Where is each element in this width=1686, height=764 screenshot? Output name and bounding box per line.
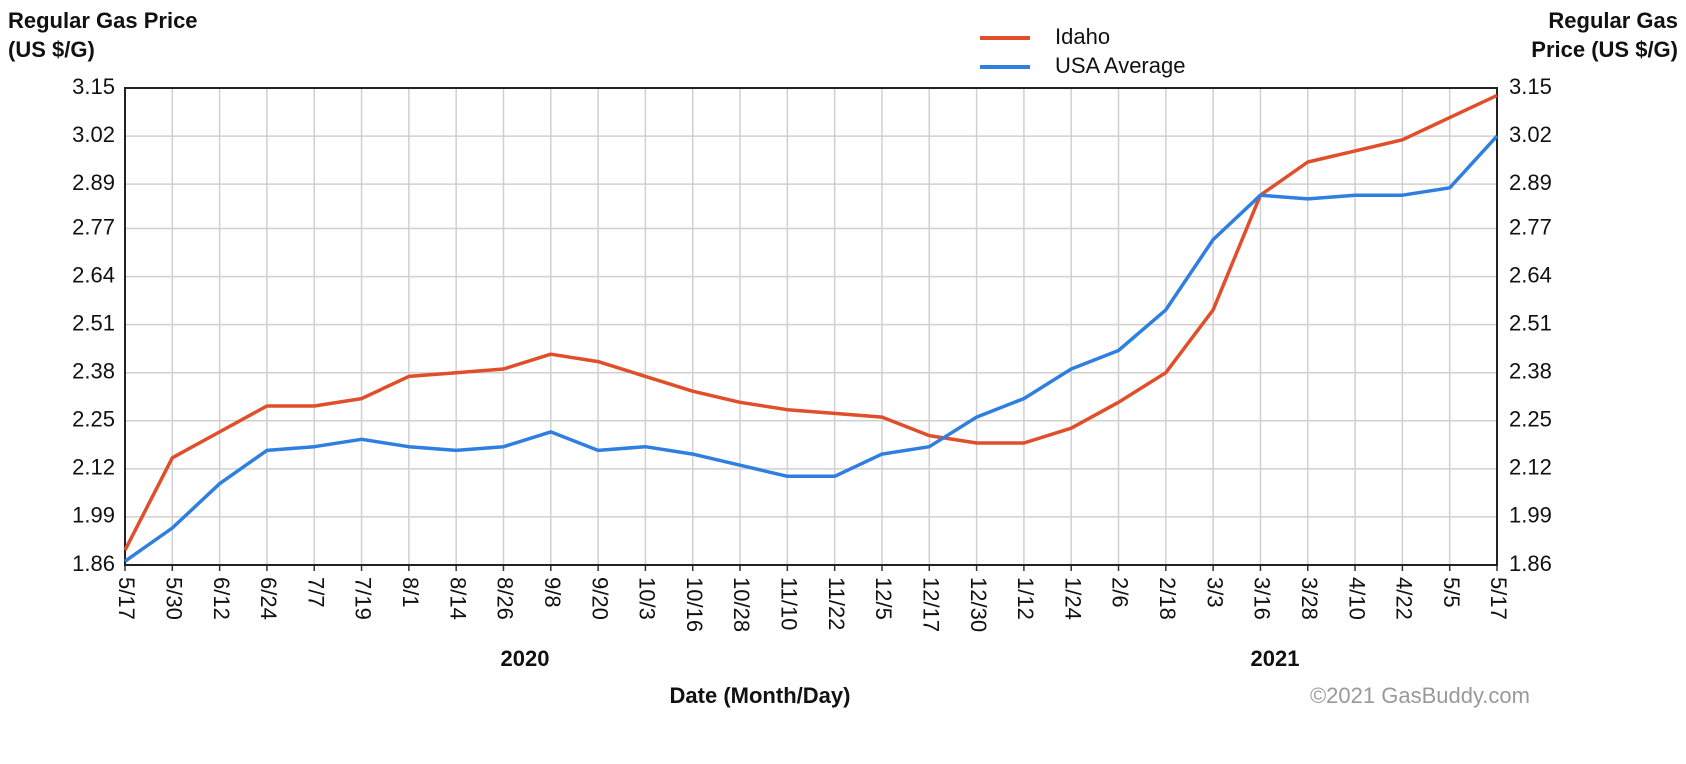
x-tick-label: 3/16 bbox=[1250, 577, 1275, 620]
y-tick-label: 1.99 bbox=[72, 503, 115, 528]
x-tick-label: 6/24 bbox=[256, 577, 281, 620]
y-tick-label: 2.25 bbox=[72, 407, 115, 432]
x-tick-label: 1/12 bbox=[1013, 577, 1038, 620]
y-tick-label: 3.02 bbox=[72, 122, 115, 147]
x-tick-label: 4/10 bbox=[1344, 577, 1369, 620]
y-tick-label: 1.86 bbox=[72, 551, 115, 576]
y2-tick-label: 2.64 bbox=[1509, 262, 1552, 287]
x-tick-label: 9/8 bbox=[540, 577, 565, 608]
x-tick-label: 8/1 bbox=[398, 577, 423, 608]
y-tick-label: 2.12 bbox=[72, 455, 115, 480]
x-tick-label: 3/3 bbox=[1202, 577, 1227, 608]
y2-tick-label: 2.25 bbox=[1509, 407, 1552, 432]
credit: ©2021 GasBuddy.com bbox=[1310, 683, 1530, 708]
x-tick-label: 10/3 bbox=[635, 577, 660, 620]
y2-tick-label: 3.15 bbox=[1509, 74, 1552, 99]
y-tick-label: 2.51 bbox=[72, 310, 115, 335]
x-tick-label: 12/5 bbox=[871, 577, 896, 620]
line-series bbox=[123, 134, 1499, 563]
x-tick-label: 5/5 bbox=[1439, 577, 1464, 608]
x-tick-label: 5/30 bbox=[161, 577, 186, 620]
y2-axis-label: Regular Gas Price (US $/G) bbox=[1531, 8, 1678, 62]
y-tick-label: 2.38 bbox=[72, 359, 115, 384]
year-label: 2020 bbox=[501, 646, 550, 671]
x-tick-label: 2/18 bbox=[1155, 577, 1180, 620]
y-tick-label: 3.15 bbox=[72, 74, 115, 99]
y2-tick-label: 1.99 bbox=[1509, 503, 1552, 528]
year-label: 2021 bbox=[1251, 646, 1300, 671]
x-tick-label: 7/7 bbox=[303, 577, 328, 608]
x-tick-label: 6/12 bbox=[209, 577, 234, 620]
legend-label: USA Average bbox=[1055, 53, 1185, 78]
x-tick-label: 12/30 bbox=[966, 577, 991, 632]
legend-label: Idaho bbox=[1055, 24, 1110, 49]
x-tick-label: 8/14 bbox=[445, 577, 470, 620]
y-tick-label: 2.89 bbox=[72, 170, 115, 195]
x-tick-label: 3/28 bbox=[1297, 577, 1322, 620]
y2-tick-label: 2.89 bbox=[1509, 170, 1552, 195]
x-tick-label: 12/17 bbox=[918, 577, 943, 632]
x-tick-label: 2/6 bbox=[1108, 577, 1133, 608]
x-tick-label: 10/28 bbox=[729, 577, 754, 632]
x-axis-label: Date (Month/Day) bbox=[670, 683, 851, 708]
x-tick-label: 7/19 bbox=[351, 577, 376, 620]
y2-tick-label: 1.86 bbox=[1509, 551, 1552, 576]
y2-tick-label: 2.38 bbox=[1509, 359, 1552, 384]
y2-tick-label: 3.02 bbox=[1509, 122, 1552, 147]
x-tick-label: 11/22 bbox=[824, 577, 849, 630]
y2-tick-label: 2.12 bbox=[1509, 455, 1552, 480]
x-tick-label: 8/26 bbox=[493, 577, 518, 620]
y-axis-label: Regular Gas Price (US $/G) bbox=[8, 8, 198, 62]
y2-tick-label: 2.77 bbox=[1509, 214, 1552, 239]
x-tick-label: 11/10 bbox=[777, 577, 802, 630]
x-tick-label: 5/17 bbox=[1486, 577, 1511, 620]
x-tick-label: 1/24 bbox=[1060, 577, 1085, 620]
y-tick-label: 2.77 bbox=[72, 214, 115, 239]
x-tick-label: 9/20 bbox=[587, 577, 612, 620]
x-tick-label: 4/22 bbox=[1392, 577, 1417, 620]
x-tick-label: 10/16 bbox=[682, 577, 707, 632]
plot-frame bbox=[124, 87, 1498, 566]
y-tick-label: 2.64 bbox=[72, 262, 115, 287]
line-series bbox=[123, 93, 1498, 551]
y2-tick-label: 2.51 bbox=[1509, 310, 1552, 335]
x-tick-label: 5/17 bbox=[114, 577, 139, 620]
